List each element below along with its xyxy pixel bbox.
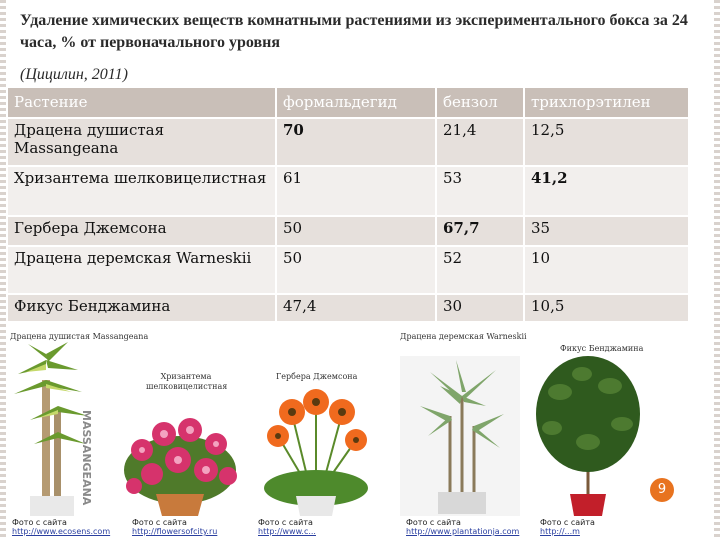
slide-subtitle: (Цицилин, 2011) xyxy=(20,66,128,83)
credit-link[interactable]: http://www.ecosens.com xyxy=(12,527,111,536)
cell-benzene: 53 xyxy=(436,166,525,217)
cell-trichloroethylene: 41,2 xyxy=(524,166,690,217)
cell-trichloroethylene: 10,5 xyxy=(524,294,690,323)
credit-label: Фото с сайта xyxy=(406,518,461,527)
credit-label: Фото с сайта xyxy=(540,518,595,527)
credit-label: Фото с сайта xyxy=(12,518,67,527)
chrysanthemum-photo xyxy=(120,390,240,516)
cell-plant: Гербера Джемсона xyxy=(8,216,277,247)
header-benzene: бензол xyxy=(436,88,525,119)
page-number-badge: 9 xyxy=(650,478,674,502)
cell-trichloroethylene: 35 xyxy=(524,216,690,247)
cell-plant: Хризантема шелковицелистная xyxy=(8,166,277,217)
cell-plant: Драцена деремская Warneskii xyxy=(8,246,277,295)
table-row: Хризантема шелковицелистная 61 53 41,2 xyxy=(8,166,690,217)
removal-table: Растение формальдегид бензол трихлорэтил… xyxy=(8,88,690,323)
table-header-row: Растение формальдегид бензол трихлорэтил… xyxy=(8,88,690,119)
cell-trichloroethylene: 12,5 xyxy=(524,118,690,167)
credit-label: Фото с сайта xyxy=(132,518,187,527)
slide-title: Удаление химических веществ комнатными р… xyxy=(20,12,688,51)
cell-benzene: 67,7 xyxy=(436,216,525,247)
caption-gerbera: Гербера Джемсона xyxy=(276,372,358,381)
cell-plant: Драцена душистая Massangeana xyxy=(8,118,277,167)
cell-formaldehyde: 47,4 xyxy=(276,294,437,323)
credit-label: Фото с сайта xyxy=(258,518,313,527)
caption-dracena-warneskii: Драцена деремская Warneskii xyxy=(400,332,527,341)
cell-formaldehyde: 70 xyxy=(276,118,437,167)
credit-link[interactable]: http://www.c... xyxy=(258,527,316,536)
table-row: Драцена деремская Warneskii 50 52 10 xyxy=(8,246,690,295)
gerbera-photo xyxy=(256,384,376,516)
cell-benzene: 21,4 xyxy=(436,118,525,167)
left-decorative-border xyxy=(0,0,6,540)
photo-credit: Фото с сайта http://www.plantationja.com xyxy=(406,518,519,536)
massangeana-photo-label: MASSANGEANA xyxy=(80,410,93,506)
cell-benzene: 52 xyxy=(436,246,525,295)
cell-formaldehyde: 50 xyxy=(276,246,437,295)
header-trichloroethylene: трихлорэтилен xyxy=(524,88,690,119)
cell-formaldehyde: 61 xyxy=(276,166,437,217)
table-row: Драцена душистая Massangeana 70 21,4 12,… xyxy=(8,118,690,167)
table-row: Гербера Джемсона 50 67,7 35 xyxy=(8,216,690,247)
table-row: Фикус Бенджамина 47,4 30 10,5 xyxy=(8,294,690,323)
dracena-warneskii-photo xyxy=(400,356,520,516)
photo-credit: Фото с сайта http://flowersofcity.ru xyxy=(132,518,217,536)
dracena-massangeana-photo xyxy=(8,340,96,516)
photo-credit: Фото с сайта http://...m xyxy=(540,518,595,536)
caption-ficus: Фикус Бенджамина xyxy=(560,344,644,353)
credit-link[interactable]: http://flowersofcity.ru xyxy=(132,527,218,536)
cell-plant: Фикус Бенджамина xyxy=(8,294,277,323)
header-formaldehyde: формальдегид xyxy=(276,88,437,119)
ficus-photo xyxy=(530,352,646,516)
credit-link[interactable]: http://...m xyxy=(540,527,580,536)
credit-link[interactable]: http://www.plantationja.com xyxy=(406,527,520,536)
cell-formaldehyde: 50 xyxy=(276,216,437,247)
caption-chrysanthemum: Хризантема шелковицелистная xyxy=(146,372,228,391)
photo-credit: Фото с сайта http://www.ecosens.com xyxy=(12,518,110,536)
caption-dracena-massangeana: Драцена душистая Massangeana xyxy=(10,332,149,341)
right-decorative-border xyxy=(714,0,720,540)
cell-benzene: 30 xyxy=(436,294,525,323)
cell-trichloroethylene: 10 xyxy=(524,246,690,295)
header-plant: Растение xyxy=(8,88,277,119)
photo-credit: Фото с сайта http://www.c... xyxy=(258,518,316,536)
